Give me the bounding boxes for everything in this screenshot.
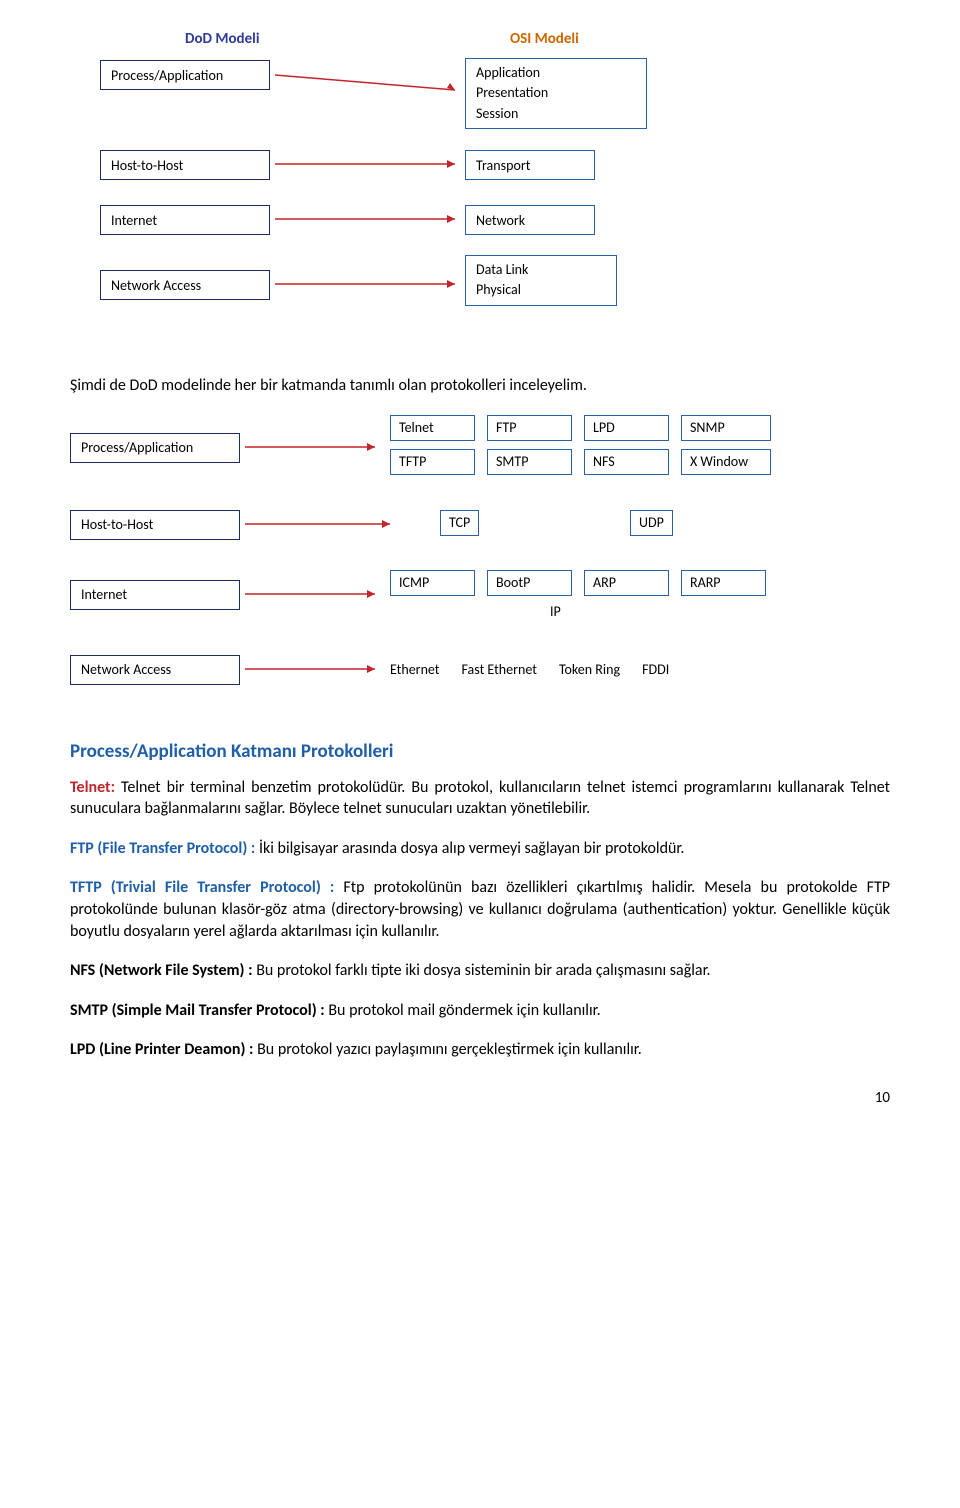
osi-header: OSI Modeli: [510, 30, 579, 48]
proto-ethernet-label: Ethernet: [390, 661, 440, 678]
dod-process-application-box: Process/Application: [100, 60, 270, 90]
proto-icmp-box: ICMP: [390, 570, 475, 596]
dod-header: DoD Modeli: [185, 30, 260, 48]
proto-telnet-box: Telnet: [390, 415, 475, 441]
dod-internet-box: Internet: [100, 205, 270, 235]
tftp-paragraph: TFTP (Trivial File Transfer Protocol) : …: [70, 877, 890, 942]
proto-rarp-box: RARP: [681, 570, 766, 596]
page-number: 10: [70, 1089, 890, 1107]
nfs-paragraph: NFS (Network File System) : Bu protokol …: [70, 960, 890, 982]
proto-ip-label: IP: [550, 603, 561, 620]
arrow-icon: [275, 65, 463, 91]
proto-xwindow-box: X Window: [681, 449, 771, 475]
ftp-paragraph: FTP (File Transfer Protocol) : İki bilgi…: [70, 838, 890, 860]
proto-smtp-box: SMTP: [487, 449, 572, 475]
proto-lpd-box: LPD: [584, 415, 669, 441]
osi-session-label: Session: [476, 104, 636, 124]
osi-transport-box: Transport: [465, 150, 595, 180]
dod-host-to-host-box: Host-to-Host: [100, 150, 270, 180]
nfs-text: Bu protokol farklı tipte iki dosya siste…: [253, 961, 711, 980]
proto-udp-box: UDP: [630, 510, 673, 536]
telnet-label: Telnet:: [70, 778, 115, 797]
osi-presentation-label: Presentation: [476, 83, 636, 103]
smtp-paragraph: SMTP (Simple Mail Transfer Protocol) : B…: [70, 1000, 890, 1022]
osi-datalink-physical-box: Data Link Physical: [465, 255, 617, 306]
arrow-icon: [245, 655, 385, 685]
proto-ftp-box: FTP: [487, 415, 572, 441]
osi-application-label: Application: [476, 63, 636, 83]
osi-app-pres-sess-box: Application Presentation Session: [465, 58, 647, 129]
ftp-label: FTP (File Transfer Protocol) :: [70, 839, 255, 858]
proto-fddi-label: FDDI: [642, 661, 669, 678]
smtp-label: SMTP (Simple Mail Transfer Protocol) :: [70, 1001, 325, 1020]
proto-tcp-box: TCP: [440, 510, 479, 536]
arrow-icon: [245, 433, 385, 463]
arrow-icon: [275, 213, 463, 225]
layer-network-access-box: Network Access: [70, 655, 240, 685]
intro-text: Şimdi de DoD modelinde her bir katmanda …: [70, 375, 890, 397]
telnet-text: Telnet bir terminal benzetim protokolüdü…: [70, 778, 890, 819]
smtp-text: Bu protokol mail göndermek için kullanıl…: [325, 1001, 601, 1020]
telnet-paragraph: Telnet: Telnet bir terminal benzetim pro…: [70, 777, 890, 820]
arrow-icon: [245, 580, 385, 610]
lpd-label: LPD (Line Printer Deamon) :: [70, 1040, 253, 1059]
dod-network-access-box: Network Access: [100, 270, 270, 300]
proto-fastethernet-label: Fast Ethernet: [462, 661, 537, 678]
proto-snmp-box: SNMP: [681, 415, 771, 441]
proto-tokenring-label: Token Ring: [559, 661, 620, 678]
layer-host-to-host-box: Host-to-Host: [70, 510, 240, 540]
ftp-text: İki bilgisayar arasında dosya alıp verme…: [255, 839, 684, 858]
arrow-icon: [275, 158, 463, 170]
proto-bootp-box: BootP: [487, 570, 572, 596]
dod-osi-mapping-diagram: DoD Modeli OSI Modeli Process/Applicatio…: [70, 30, 890, 350]
proto-tftp-box: TFTP: [390, 449, 475, 475]
proto-nfs-box: NFS: [584, 449, 669, 475]
arrow-icon: [245, 510, 400, 540]
osi-datalink-label: Data Link: [476, 260, 606, 280]
dod-protocols-diagram: Process/Application Telnet FTP LPD SNMP …: [70, 415, 890, 715]
tftp-label: TFTP (Trivial File Transfer Protocol) :: [70, 878, 334, 897]
arrow-icon: [275, 278, 463, 290]
osi-network-box: Network: [465, 205, 595, 235]
osi-physical-label: Physical: [476, 280, 606, 300]
nfs-label: NFS (Network File System) :: [70, 961, 253, 980]
section-heading: Process/Application Katmanı Protokolleri: [70, 740, 890, 763]
layer-internet-box: Internet: [70, 580, 240, 610]
layer-process-application-box: Process/Application: [70, 433, 240, 463]
lpd-paragraph: LPD (Line Printer Deamon) : Bu protokol …: [70, 1039, 890, 1061]
proto-arp-box: ARP: [584, 570, 669, 596]
lpd-text: Bu protokol yazıcı paylaşımını gerçekleş…: [253, 1040, 641, 1059]
